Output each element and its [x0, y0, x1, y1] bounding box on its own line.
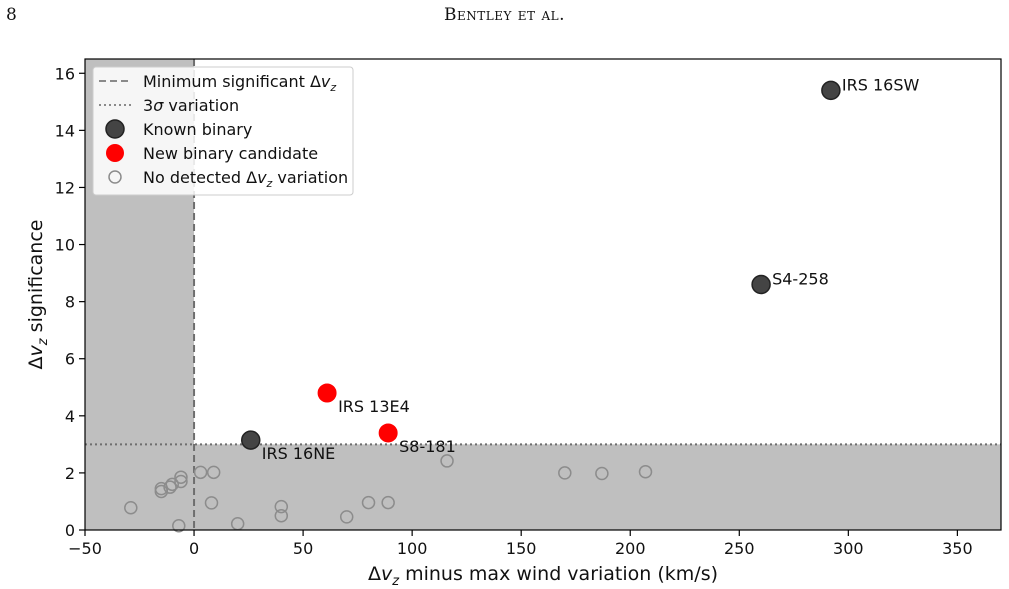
nodetect-point-12	[274, 499, 289, 514]
x-tick-label: 100	[397, 539, 428, 558]
data-points: IRS 16SW S4-258 IRS 16NE IRS 13E4 S8-181	[124, 75, 920, 533]
point-label-irs-13e4: IRS 13E4	[338, 397, 410, 416]
nodetect-point-4	[165, 477, 179, 492]
legend-label-candidate: New binary candidate	[143, 144, 318, 163]
nodetect-point-0	[124, 500, 138, 515]
shaded-region-below-3sigma	[194, 444, 1002, 530]
legend-label-nodetect: No detected Δvz​ variation	[143, 168, 348, 190]
point-label-s8-181: S8-181	[399, 437, 456, 456]
nodetect-point-10	[204, 496, 219, 510]
nodetect-point-20	[638, 465, 653, 479]
y-tick-label: 2	[65, 464, 75, 483]
x-axis-label: Δvz​ minus max wind variation (km/s)	[368, 563, 718, 589]
legend-swatch-nodetect	[108, 170, 122, 184]
y-tick-label: 4	[65, 407, 75, 426]
y-tick-label: 8	[65, 293, 75, 312]
y-tick-label: 6	[65, 350, 75, 369]
legend: Minimum significant Δvz​ 3σ variation Know…	[92, 66, 354, 196]
nodetect-point-18	[558, 466, 572, 480]
nodetect-point-19	[595, 466, 609, 481]
legend-box	[92, 66, 354, 196]
y-tick-label: 12	[55, 178, 75, 197]
y-tick-label: 10	[55, 236, 75, 255]
nodetect-point-15	[361, 495, 376, 510]
y-tick-label: 14	[55, 121, 75, 140]
x-axis-ticks: −50 0 50 100 150 200 250 300 350	[68, 530, 973, 558]
nodetect-point-16	[381, 495, 395, 510]
x-tick-label: 250	[724, 539, 755, 558]
y-axis-ticks: 0 2 4 6 8 10 12 14 16	[55, 64, 85, 540]
x-tick-label: −50	[68, 539, 102, 558]
known-binary-point-1	[751, 274, 771, 295]
nodetect-point-17	[440, 454, 454, 468]
y-axis-label: Δvz​ significance	[25, 220, 51, 370]
plot-frame	[84, 58, 1002, 531]
legend-label-known: Known binary	[143, 120, 252, 139]
legend-label-sigma3: 3σ variation	[143, 96, 239, 115]
legend-swatch-known	[105, 119, 125, 139]
nodetect-point-8	[193, 465, 208, 480]
legend-label-min_dvz: Minimum significant Δvz​	[143, 72, 336, 94]
candidate-point-1	[378, 423, 398, 443]
plot-border	[84, 58, 1002, 531]
nodetect-point-3	[163, 480, 177, 494]
nodetect-point-14	[339, 510, 354, 524]
known-binary-point-2	[241, 430, 261, 450]
x-tick-label: 200	[615, 539, 646, 558]
y-tick-label: 0	[65, 521, 75, 540]
running-head: Bentley et al.	[443, 5, 566, 25]
nodetect-point-9	[206, 465, 221, 480]
x-tick-label: 150	[506, 539, 537, 558]
candidate-point-0	[317, 383, 337, 403]
nodetect-point-13	[274, 508, 289, 523]
page-number: 8	[6, 5, 17, 25]
page-header: 8 Bentley et al.	[0, 0, 1009, 30]
nodetect-point-6	[174, 470, 188, 484]
point-label-irs-16ne: IRS 16NE	[262, 444, 336, 463]
point-label-s4-258: S4-258	[772, 270, 829, 289]
x-tick-label: 350	[942, 539, 973, 558]
x-tick-label: 0	[189, 539, 199, 558]
y-tick-label: 16	[55, 64, 75, 83]
x-tick-label: 300	[833, 539, 864, 558]
nodetect-point-5	[174, 474, 188, 489]
x-tick-label: 50	[293, 539, 313, 558]
legend-swatch-candidate	[106, 144, 124, 162]
known-binary-point-0	[821, 80, 841, 101]
point-label-irs-16sw: IRS 16SW	[842, 75, 920, 94]
nodetect-point-7	[172, 518, 186, 533]
